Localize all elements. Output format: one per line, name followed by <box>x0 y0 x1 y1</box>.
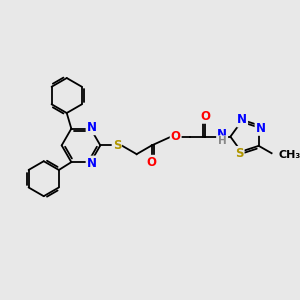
Text: N: N <box>256 122 266 135</box>
Text: O: O <box>147 156 157 169</box>
Text: H: H <box>218 136 226 146</box>
Text: O: O <box>171 130 181 143</box>
Text: N: N <box>87 157 97 169</box>
Text: N: N <box>217 128 227 141</box>
Text: N: N <box>87 121 97 134</box>
Text: N: N <box>237 113 247 126</box>
Text: S: S <box>112 139 121 152</box>
Text: CH₃: CH₃ <box>279 150 300 160</box>
Text: O: O <box>200 110 210 123</box>
Text: S: S <box>235 147 244 160</box>
